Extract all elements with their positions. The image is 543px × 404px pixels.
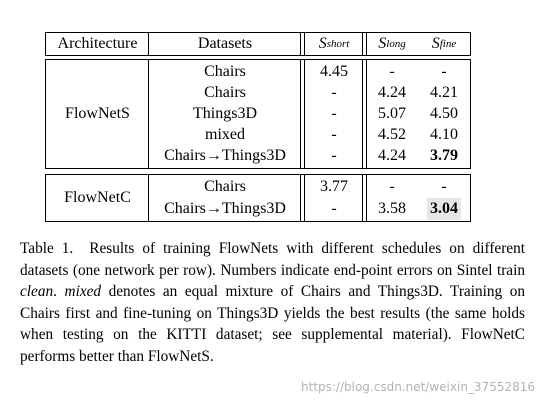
column-rule xyxy=(300,60,301,168)
table-cell: Chairs xyxy=(204,62,246,80)
table-cell: Chairs xyxy=(204,178,246,195)
architecture-cell: FlowNetC xyxy=(64,189,131,206)
column-rule xyxy=(148,33,149,55)
architecture-cell: FlowNetS xyxy=(65,105,130,122)
table-cell: Chairs→Things3D xyxy=(164,147,286,165)
header-symbol: S xyxy=(318,35,327,52)
header-symbol: S xyxy=(378,35,387,52)
cell-text: 3.04 xyxy=(427,198,461,220)
table-cell: - xyxy=(331,200,337,217)
column-rule xyxy=(366,33,367,55)
column-rule xyxy=(300,175,301,221)
column-rule xyxy=(366,60,367,168)
table-cell: 4.52 xyxy=(378,126,406,144)
column-rule xyxy=(300,33,301,55)
table-cell: - xyxy=(389,178,395,195)
watermark: https://blog.csdn.net/weixin_37552816 xyxy=(300,380,535,394)
table-cell: 3.04 xyxy=(417,198,471,220)
table-cell: 5.07 xyxy=(378,104,406,122)
caption-label: Table 1. xyxy=(20,240,74,257)
table-caption: Table 1. Results of training FlowNets wi… xyxy=(20,238,525,368)
table-cell: - xyxy=(441,178,447,195)
column-rule xyxy=(362,60,363,168)
column-rule xyxy=(366,175,367,221)
table-cell: Chairs→Things3D xyxy=(164,200,286,217)
table-cell: 4.24 xyxy=(378,83,406,101)
table-cell: - xyxy=(441,62,447,80)
table-cell: 3.77 xyxy=(320,178,348,195)
column-rule xyxy=(148,175,149,221)
table-cell: 4.50 xyxy=(430,104,458,122)
table-cell: Chairs xyxy=(204,83,246,101)
column-rule xyxy=(304,33,305,55)
column-rule xyxy=(362,175,363,221)
table-cell: mixed xyxy=(205,126,245,144)
caption-text: clean xyxy=(20,283,54,301)
header-symbol: S xyxy=(431,35,440,52)
table-cell: - xyxy=(331,147,337,165)
column-rule xyxy=(362,33,363,55)
table-cell: 3.58 xyxy=(378,200,406,217)
column-rule xyxy=(304,60,305,168)
table-cell: Things3D xyxy=(193,104,257,122)
caption-text: Results of training FlowNets with differ… xyxy=(20,240,525,279)
header-subscript: short xyxy=(326,38,350,50)
table-cell: 3.79 xyxy=(417,146,471,167)
header-cell: Architecture xyxy=(57,35,138,52)
table-cell: - xyxy=(331,126,337,144)
caption-text: denotes an equal mixture of Chairs and T… xyxy=(20,283,525,365)
table-cell: 4.21 xyxy=(430,83,458,101)
header-cell: Datasets xyxy=(197,35,253,52)
column-rule xyxy=(148,60,149,168)
header-subscript: fine xyxy=(439,38,457,50)
table-cell: 4.24 xyxy=(378,147,406,165)
table-block: FlowNetS Chairs 4.45 - - Chairs - 4.24 4.21 Thing… xyxy=(45,59,471,169)
table-cell: - xyxy=(389,62,395,80)
table-block: FlowNetC Chairs 3.77 - - Chairs→Things3D - 3.58… xyxy=(45,174,471,222)
table-cell: - xyxy=(331,104,337,122)
caption-text: mixed xyxy=(64,283,102,301)
column-rule xyxy=(304,175,305,221)
table-cell: 4.45 xyxy=(320,62,348,80)
caption-text: . xyxy=(53,283,65,301)
table-cell: - xyxy=(331,83,337,101)
cell-text: 3.79 xyxy=(430,147,458,165)
header-subscript: long xyxy=(386,38,406,50)
table-cell: 4.10 xyxy=(430,126,458,144)
